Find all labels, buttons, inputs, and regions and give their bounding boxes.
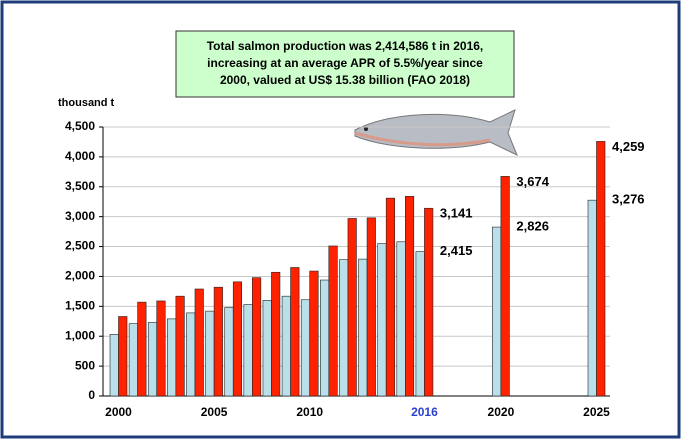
bar: [328, 245, 338, 397]
annotation-line: 2000, valued at US$ 15.38 billion (FAO 2…: [220, 73, 470, 87]
y-tick-label: 3,500: [65, 179, 95, 193]
bar: [396, 241, 406, 397]
data-label: 2,415: [440, 243, 473, 258]
bar: [109, 334, 119, 397]
annotation-box: [175, 30, 515, 98]
bar: [194, 288, 204, 397]
bar: [175, 295, 185, 397]
bar: [213, 286, 223, 397]
bar: [252, 277, 262, 397]
annotation-line: increasing at an average APR of 5.5%/yea…: [207, 56, 483, 70]
bar: [300, 299, 311, 397]
bar: [596, 141, 606, 397]
bar: [347, 218, 357, 397]
bar: [290, 267, 300, 397]
bar: [377, 243, 387, 397]
y-tick-label: 1,000: [65, 328, 95, 342]
bar: [232, 281, 243, 397]
bar: [358, 258, 368, 397]
bar: [492, 226, 502, 397]
bar: [167, 318, 177, 397]
y-tick-label: 500: [75, 358, 95, 372]
data-label: 3,141: [440, 206, 473, 221]
bar: [281, 295, 291, 397]
y-tick-label: 4,000: [65, 149, 95, 163]
bar: [147, 322, 158, 397]
bar: [320, 279, 330, 397]
bar: [205, 310, 215, 397]
bar: [500, 176, 510, 397]
y-tick-label: 2,000: [65, 269, 95, 283]
bar: [262, 300, 272, 397]
x-tick-label: 2010: [296, 405, 323, 419]
bar: [424, 207, 434, 397]
bar: [224, 307, 234, 397]
bar: [366, 217, 376, 397]
data-label: 3,674: [516, 174, 549, 189]
bar: [156, 300, 166, 397]
y-tick-label: 3,000: [65, 209, 95, 223]
data-label: 4,259: [612, 139, 645, 154]
bar: [587, 199, 597, 397]
annotation-line: Total salmon production was 2,414,586 t …: [207, 39, 484, 53]
x-tick-label: 2020: [488, 405, 515, 419]
bar: [404, 196, 415, 397]
bar: [415, 251, 425, 397]
bar: [118, 316, 128, 397]
bar: [339, 259, 349, 397]
x-tick-label: 2000: [105, 405, 132, 419]
bar: [243, 304, 253, 397]
y-tick-label: 1,500: [65, 299, 95, 313]
y-tick-label: 0: [88, 388, 95, 402]
data-label: 3,276: [612, 192, 645, 207]
data-label: 2,826: [516, 219, 549, 234]
bar: [186, 312, 196, 397]
x-tick-label: 2005: [201, 405, 228, 419]
y-tick-label: 2,500: [65, 239, 95, 253]
bar: [128, 323, 138, 397]
x-tick-label: 2016: [411, 405, 438, 419]
bar: [137, 301, 147, 397]
bar: [385, 197, 395, 397]
y-axis-label: thousand t: [58, 97, 115, 109]
x-tick-label: 2025: [583, 405, 610, 419]
y-tick-label: 4,500: [65, 119, 95, 133]
bar: [309, 270, 319, 397]
bar: [271, 271, 281, 397]
fish-image: [354, 109, 518, 157]
